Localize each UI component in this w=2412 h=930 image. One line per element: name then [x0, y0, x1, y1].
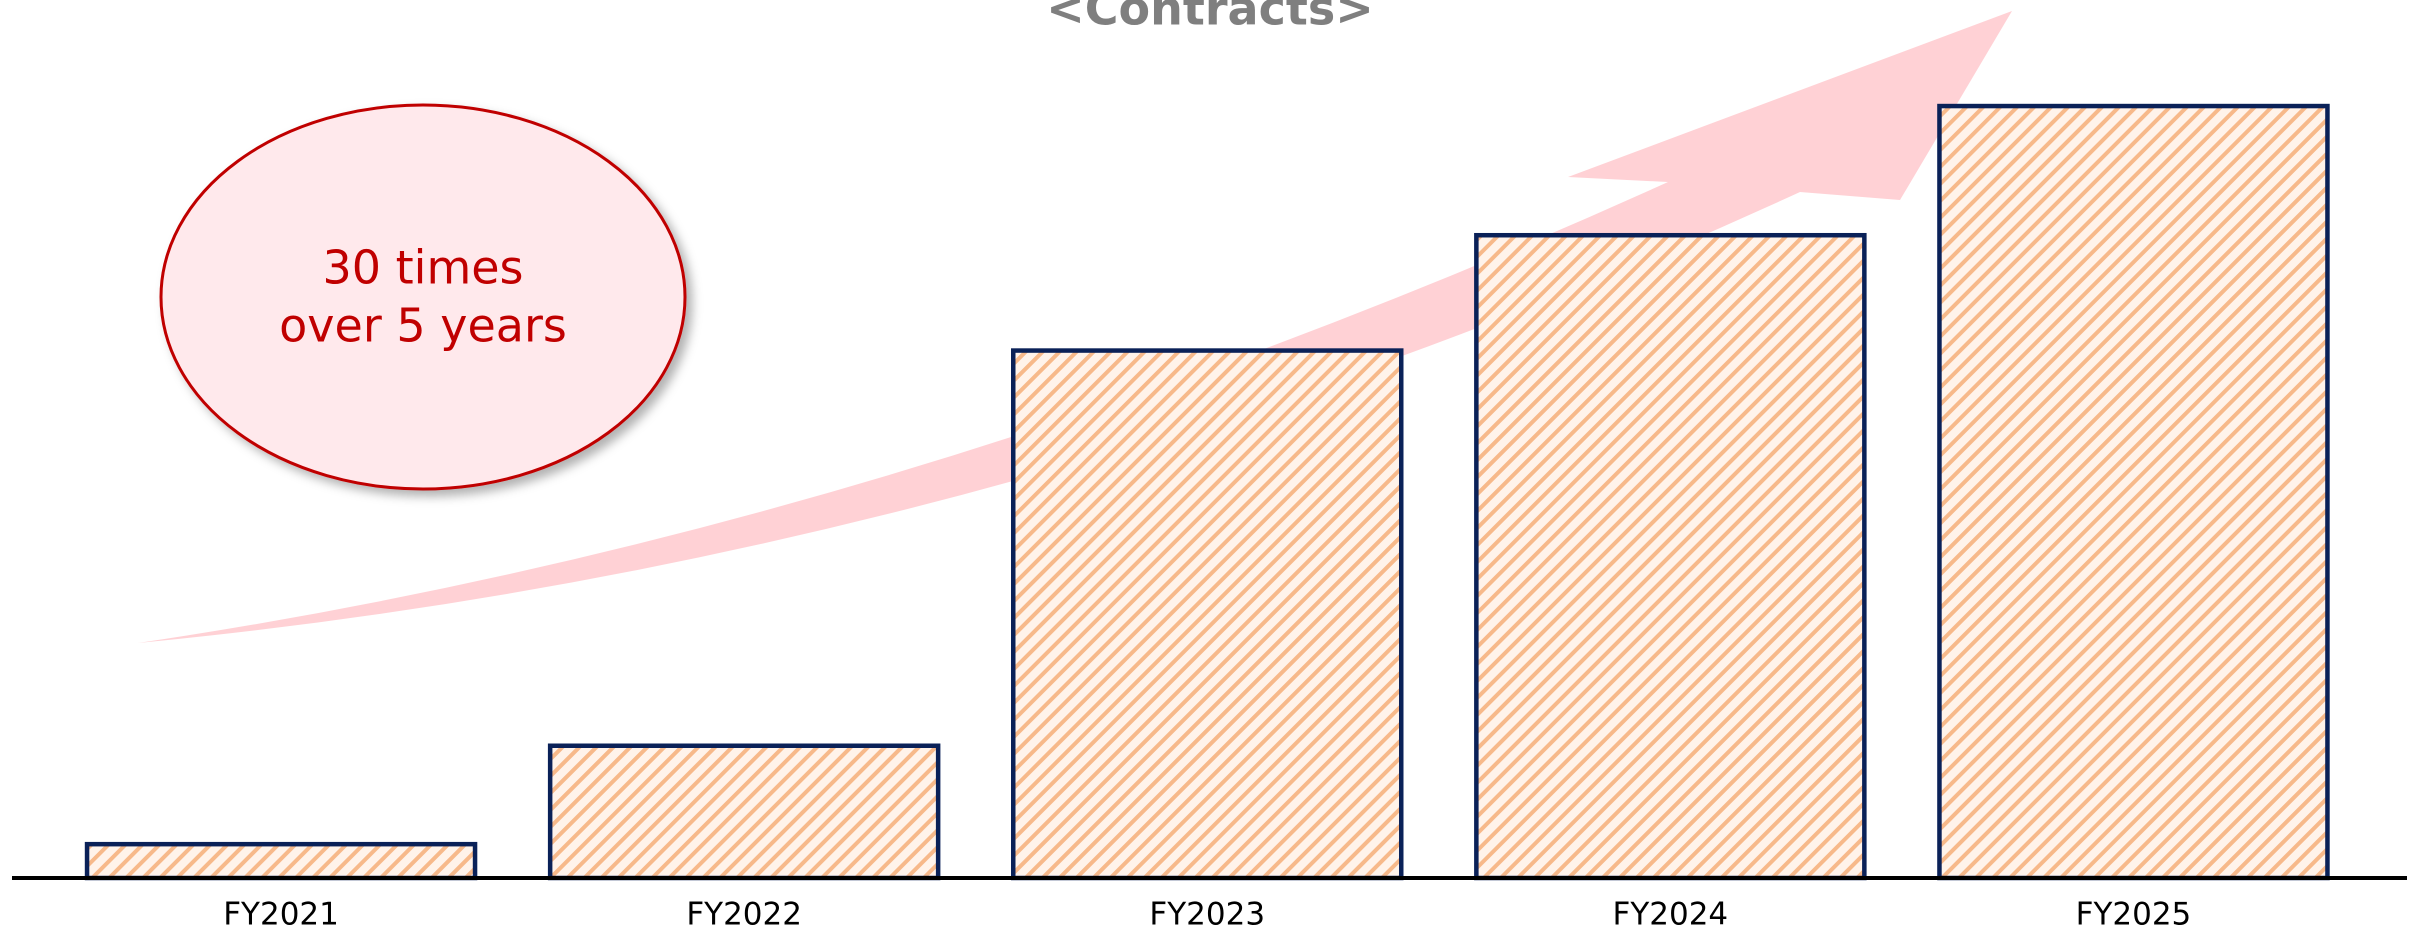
bar: [547, 743, 941, 881]
bar: [84, 841, 478, 881]
chart-title: <Contracts>: [1046, 0, 1374, 36]
bar: [1474, 232, 1867, 881]
annotation-line: 30 times: [322, 241, 523, 295]
annotation-line: over 5 years: [279, 299, 567, 353]
x-tick-label: FY2024: [1613, 897, 1729, 930]
x-tick-label: FY2022: [686, 897, 802, 930]
x-tick-label: FY2023: [1149, 897, 1265, 930]
x-tick-label: FY2025: [2076, 897, 2192, 930]
bar: [1011, 348, 1404, 881]
bar: [1937, 103, 2330, 881]
x-tick-label: FY2021: [223, 897, 339, 930]
callout-bubble: [159, 103, 687, 491]
